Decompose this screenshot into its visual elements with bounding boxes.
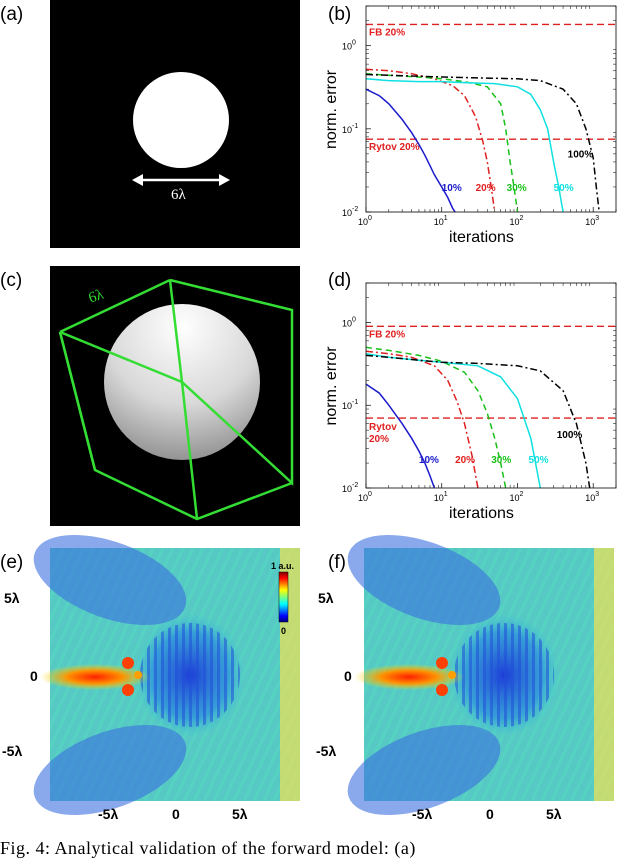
x-tick-label: 100 (358, 215, 372, 227)
colorbar-bottom-label: 0 (281, 626, 286, 636)
x-tick-label: 103 (585, 491, 599, 503)
reference-line-label: Rytov 20% (369, 422, 397, 445)
y-tick-label: 10-2 (342, 482, 358, 494)
x-tick-label: 102 (509, 215, 523, 227)
x-tick-label: 102 (509, 491, 523, 503)
panel-e-field-map (33, 535, 300, 815)
panel-f-ytick-bottom: -5λ (316, 743, 336, 759)
series-label: 10% (419, 455, 439, 466)
panel-e: (e) 1 a.u. 0 5λ 0 -5λ -5λ 0 5λ (0, 535, 300, 822)
figure-caption: Fig. 4: Analytical validation of the for… (0, 838, 416, 858)
y-tick-label: 100 (342, 316, 356, 328)
x-tick-label: 103 (585, 215, 599, 227)
series-line-30pct (365, 72, 519, 213)
panel-e-label: (e) (0, 552, 23, 573)
panel-c-dimension-label: 6λ (87, 287, 107, 307)
series-label: 100% (557, 430, 583, 441)
y-tick-label: 10-1 (342, 123, 358, 135)
panel-a-dimension-label: 6λ (171, 187, 187, 203)
series-line-50pct (365, 352, 542, 489)
panel-c-cube (58, 278, 294, 521)
series-line-10pct (365, 383, 436, 489)
panel-f-ytick-mid: 0 (344, 668, 352, 684)
series-label: 10% (442, 183, 462, 194)
y-axis-label: norm. error (323, 346, 340, 426)
panel-e-xtick-right: 5λ (232, 806, 248, 822)
series-label: 20% (476, 183, 496, 194)
reference-line-label: FB 20% (369, 27, 405, 38)
panel-a-disk (133, 72, 229, 168)
panel-c-label: (c) (0, 270, 22, 291)
y-tick-label: 100 (342, 40, 356, 52)
series-label: 50% (529, 455, 549, 466)
panel-d-label: (d) (328, 270, 351, 291)
panel-f-ytick-top: 5λ (318, 590, 334, 606)
panel-e-xtick-mid: 0 (172, 806, 180, 822)
colorbar-top-label: 1 a.u. (271, 561, 294, 571)
panel-e-ytick-mid: 0 (30, 668, 38, 684)
panel-f: (f) 5λ 0 -5λ -5λ 0 5λ (316, 535, 614, 822)
reference-line-label: FB 20% (369, 329, 405, 340)
panel-f-label: (f) (328, 552, 346, 573)
panel-f-xtick-left: -5λ (412, 806, 432, 822)
panel-e-colorbar: 1 a.u. 0 (271, 561, 294, 636)
series-label: 30% (507, 183, 527, 194)
series-label: 30% (491, 455, 511, 466)
series-label: 50% (554, 183, 574, 194)
x-axis-label: iterations (449, 229, 514, 246)
series-label: 100% (568, 150, 594, 161)
panel-f-xtick-mid: 0 (486, 806, 494, 822)
panel-c: (c) 6λ (0, 266, 300, 526)
y-tick-label: 10-2 (342, 206, 358, 218)
panel-a-label: (a) (0, 4, 23, 25)
series-label: 20% (455, 455, 475, 466)
y-axis-label: norm. error (323, 69, 340, 149)
panel-e-ytick-bottom: -5λ (2, 743, 22, 759)
panel-a: (a) 6λ (0, 0, 300, 248)
panel-f-field-map (347, 535, 614, 815)
series-line-20pct (365, 350, 479, 489)
reference-line-label: Rytov 20% (369, 142, 420, 153)
series-line-50pct (365, 78, 564, 213)
y-tick-label: 10-1 (342, 399, 358, 411)
plot-frame (365, 282, 617, 489)
series-line-100pct (365, 354, 591, 489)
series-line-30pct (365, 346, 507, 489)
series-line-10pct (365, 88, 456, 213)
x-tick-label: 101 (434, 491, 448, 503)
plot-frame (365, 5, 617, 213)
panel-b-chart: (b) 100 101 102 103 10-2 10-1 100 iterations nor… (323, 4, 617, 246)
series-line-100pct (365, 73, 600, 213)
panel-a-dimension-arrow (132, 174, 230, 186)
panel-e-xtick-left: -5λ (98, 806, 118, 822)
x-axis-label: iterations (449, 505, 514, 522)
panel-e-ytick-top: 5λ (4, 590, 20, 606)
x-tick-label: 101 (434, 215, 448, 227)
panel-b-label: (b) (328, 4, 351, 25)
panel-f-xtick-right: 5λ (546, 806, 562, 822)
series-line-20pct (365, 68, 496, 213)
x-tick-label: 100 (358, 491, 372, 503)
panel-d-chart: (d) 100 101 102 103 10-2 10-1 100 iterations nor… (323, 270, 617, 522)
